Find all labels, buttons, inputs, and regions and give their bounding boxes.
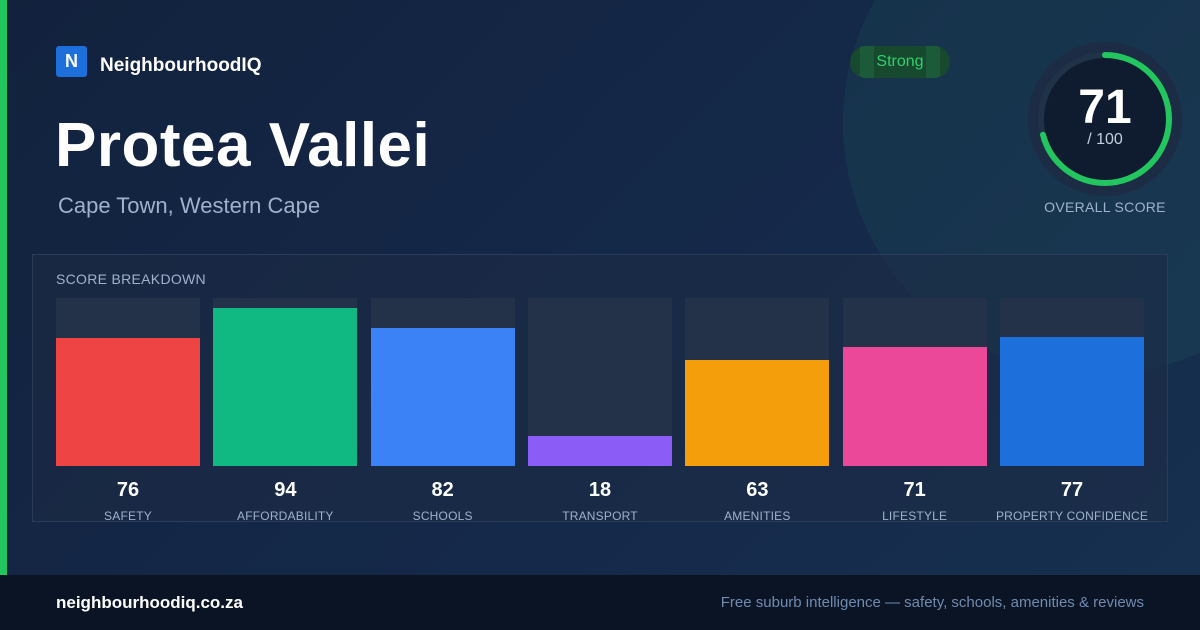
- overall-score-max: / 100: [1087, 131, 1123, 148]
- score-bar-value: 76: [116, 479, 140, 501]
- score-bar-track: [370, 298, 515, 466]
- score-bar-label: AFFORDABILITY: [237, 509, 334, 523]
- score-bar-fill: [685, 360, 830, 466]
- suburb-title: Protea Vallei: [55, 111, 431, 180]
- score-bar-value: 63: [746, 479, 769, 501]
- score-bar-value: 77: [1060, 479, 1084, 501]
- accent-bar: [0, 0, 7, 575]
- score-bar-value: 82: [431, 479, 454, 501]
- brand-name: NeighbourhoodIQ: [100, 54, 262, 76]
- score-bar-amenities: 63 AMENITIES: [685, 298, 830, 524]
- score-breakdown-bars: 76 SAFETY 94 AFFORDABILITY 82 SCHOOLS 18 TRANSP…: [56, 298, 1148, 524]
- score-bar-property-confidence: 77 PROPERTY CONFIDENCE: [996, 298, 1148, 524]
- overall-score-caption: OVERALL SCORE: [1044, 199, 1166, 215]
- score-bar-safety: 76 SAFETY: [56, 298, 200, 524]
- rating-badge: Strong: [850, 46, 950, 78]
- score-bar-track: [1000, 298, 1144, 466]
- overall-score-value: 71: [1078, 81, 1132, 134]
- score-bar-label: TRANSPORT: [562, 509, 638, 523]
- score-bar-value: 18: [588, 479, 612, 501]
- score-bar-transport: 18 TRANSPORT: [528, 298, 672, 524]
- score-bar-track: [528, 298, 672, 466]
- score-bar-label: SCHOOLS: [412, 509, 473, 523]
- score-bar-fill: [56, 338, 200, 466]
- rating-badge-label: Strong: [876, 53, 924, 70]
- score-bar-label: LIFESTYLE: [882, 509, 948, 523]
- footer-domain: neighbourhoodiq.co.za: [56, 593, 243, 612]
- score-bar-fill: [370, 328, 515, 466]
- score-bar-schools: 82 SCHOOLS: [370, 298, 515, 524]
- brand-logo-icon: N: [56, 46, 87, 77]
- score-bar-label: AMENITIES: [724, 509, 791, 523]
- score-bar-fill: [842, 346, 987, 466]
- score-bar-track: [685, 298, 830, 466]
- overall-score-ring: [1028, 42, 1182, 196]
- score-bar-track: [842, 298, 987, 466]
- score-bar-fill: [528, 435, 672, 466]
- score-bar-track: [56, 298, 200, 466]
- score-ring-progress: [1038, 52, 1172, 186]
- score-bar-value: 94: [274, 479, 297, 501]
- brand: N NeighbourhoodIQ: [56, 46, 261, 77]
- score-bar-value: 71: [903, 479, 926, 501]
- score-bar-lifestyle: 71 LIFESTYLE: [842, 298, 987, 524]
- score-bar-track: [213, 298, 358, 466]
- footer-tagline: Free suburb intelligence — safety, schoo…: [720, 594, 1144, 611]
- score-bar-label: SAFETY: [104, 509, 152, 523]
- score-bar-affordability: 94 AFFORDABILITY: [213, 298, 358, 524]
- suburb-location: Cape Town, Western Cape: [58, 193, 321, 218]
- score-bar-fill: [1000, 336, 1144, 466]
- score-bar-fill: [213, 308, 358, 466]
- score-bar-label: PROPERTY CONFIDENCE: [995, 509, 1149, 523]
- score-breakdown-title: SCORE BREAKDOWN: [56, 271, 206, 287]
- footer: neighbourhoodiq.co.za Free suburb intell…: [0, 575, 1200, 630]
